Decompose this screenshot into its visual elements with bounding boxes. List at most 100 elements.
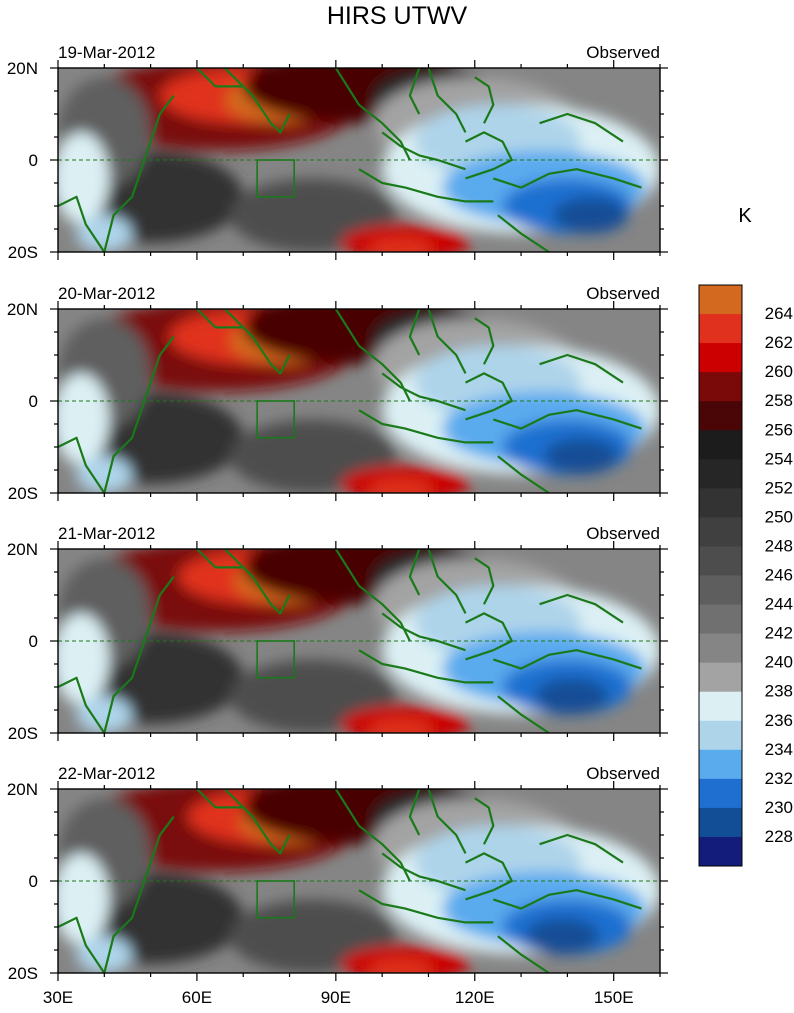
- y-tick-label: 0: [29, 872, 38, 891]
- x-tick-label: 120E: [455, 988, 495, 1007]
- coastline: [427, 549, 467, 614]
- colorbar-label: 246: [765, 566, 793, 585]
- panel-date: 21-Mar-2012: [58, 524, 155, 543]
- colorbar-label: 262: [765, 333, 793, 352]
- colorbar-label: 230: [765, 798, 793, 817]
- colorbar-label: 234: [765, 740, 793, 759]
- coastline: [103, 889, 143, 973]
- colorbar-frame: [698, 284, 743, 867]
- coastline: [223, 309, 291, 375]
- coastline: [140, 575, 175, 651]
- colorbar-swatch: [699, 372, 742, 402]
- x-tick-label: 90E: [321, 988, 351, 1007]
- colorbar-swatch: [699, 749, 742, 780]
- coastline: [196, 549, 244, 569]
- coastline: [223, 549, 291, 615]
- colorbar-swatch: [699, 401, 742, 431]
- colorbar-label: 250: [765, 507, 793, 526]
- colorbar-swatch: [699, 778, 742, 809]
- y-tick-label: 20S: [8, 243, 38, 262]
- coastline: [465, 372, 513, 421]
- colorbar-label: 232: [765, 769, 793, 788]
- coastline: [492, 168, 642, 189]
- coastline: [474, 557, 495, 605]
- coastline: [465, 852, 513, 901]
- y-tick-label: 20S: [8, 484, 38, 503]
- y-tick-label: 0: [29, 151, 38, 170]
- contour-fill: [58, 613, 109, 706]
- contour-fill: [58, 132, 109, 225]
- coastline: [427, 309, 467, 374]
- coastline: [196, 309, 244, 329]
- colorbar-label: 236: [765, 711, 793, 730]
- coastline: [408, 309, 421, 356]
- contour-fill: [368, 959, 434, 973]
- colorbar-label: 258: [765, 391, 793, 410]
- coastline: [427, 789, 467, 854]
- coastline: [381, 612, 466, 652]
- contour-fill: [368, 479, 434, 493]
- coastline: [408, 549, 421, 596]
- coastline: [492, 649, 642, 670]
- map-panel: 20N 0 20S 21-Mar-2012 Observed: [7, 524, 668, 743]
- coastline: [497, 214, 550, 252]
- colorbar-swatch: [699, 720, 742, 751]
- panel-label: Observed: [586, 284, 660, 303]
- colorbar-swatch: [699, 575, 742, 606]
- panel-label: Observed: [586, 43, 660, 62]
- y-tick-label: 20S: [8, 964, 38, 983]
- contour-fill: [58, 373, 109, 466]
- colorbar-swatch: [699, 633, 742, 664]
- panel-label: Observed: [586, 524, 660, 543]
- coastline: [103, 649, 143, 733]
- y-tick-label: 20S: [8, 724, 38, 743]
- coastline: [492, 889, 642, 910]
- y-tick-label: 20N: [7, 300, 38, 319]
- contour-fill: [76, 215, 133, 252]
- contour-fill: [553, 196, 628, 234]
- colorbar-unit: K: [738, 205, 752, 227]
- colorbar-label: 256: [765, 420, 793, 439]
- colorbar-label: 254: [765, 449, 793, 468]
- coastline: [497, 695, 550, 733]
- colorbar-label: 238: [765, 682, 793, 701]
- panel-date: 22-Mar-2012: [58, 764, 155, 783]
- y-tick-label: 20N: [7, 59, 38, 78]
- coastline: [58, 916, 106, 973]
- coastline: [140, 815, 175, 891]
- colorbar-swatch: [699, 285, 742, 315]
- contour-fill: [368, 238, 434, 252]
- coastline: [497, 455, 550, 493]
- contour-fill: [76, 456, 133, 493]
- coastline: [358, 889, 494, 924]
- coastline: [223, 789, 291, 855]
- y-tick-label: 0: [29, 632, 38, 651]
- coastline: [408, 68, 421, 115]
- coastline: [474, 76, 495, 124]
- panel-ticks: [50, 541, 668, 741]
- contour-fill: [58, 853, 109, 946]
- y-tick-label: 20N: [7, 540, 38, 559]
- coastline: [358, 409, 494, 444]
- colorbar-label: 248: [765, 536, 793, 555]
- colorbar-swatch: [699, 314, 742, 344]
- coastline: [58, 436, 106, 493]
- panel-label: Observed: [586, 764, 660, 783]
- colorbar-swatch: [699, 546, 742, 576]
- panel-date: 20-Mar-2012: [58, 284, 155, 303]
- colorbar-label: 244: [765, 595, 793, 614]
- colorbar-label: 260: [765, 362, 793, 381]
- colorbar-swatch: [699, 459, 742, 489]
- x-tick-label: 60E: [182, 988, 212, 1007]
- colorbar-swatch: [699, 430, 742, 460]
- panel-date: 19-Mar-2012: [58, 43, 155, 62]
- coastlines: [58, 68, 642, 252]
- coastline: [408, 789, 421, 836]
- colorbar-label: 240: [765, 653, 793, 672]
- x-tick-label: 150E: [594, 988, 634, 1007]
- coastline: [103, 168, 143, 252]
- figure-title: HIRS UTWV: [327, 2, 468, 30]
- coastline: [539, 353, 624, 384]
- coastline: [539, 593, 624, 624]
